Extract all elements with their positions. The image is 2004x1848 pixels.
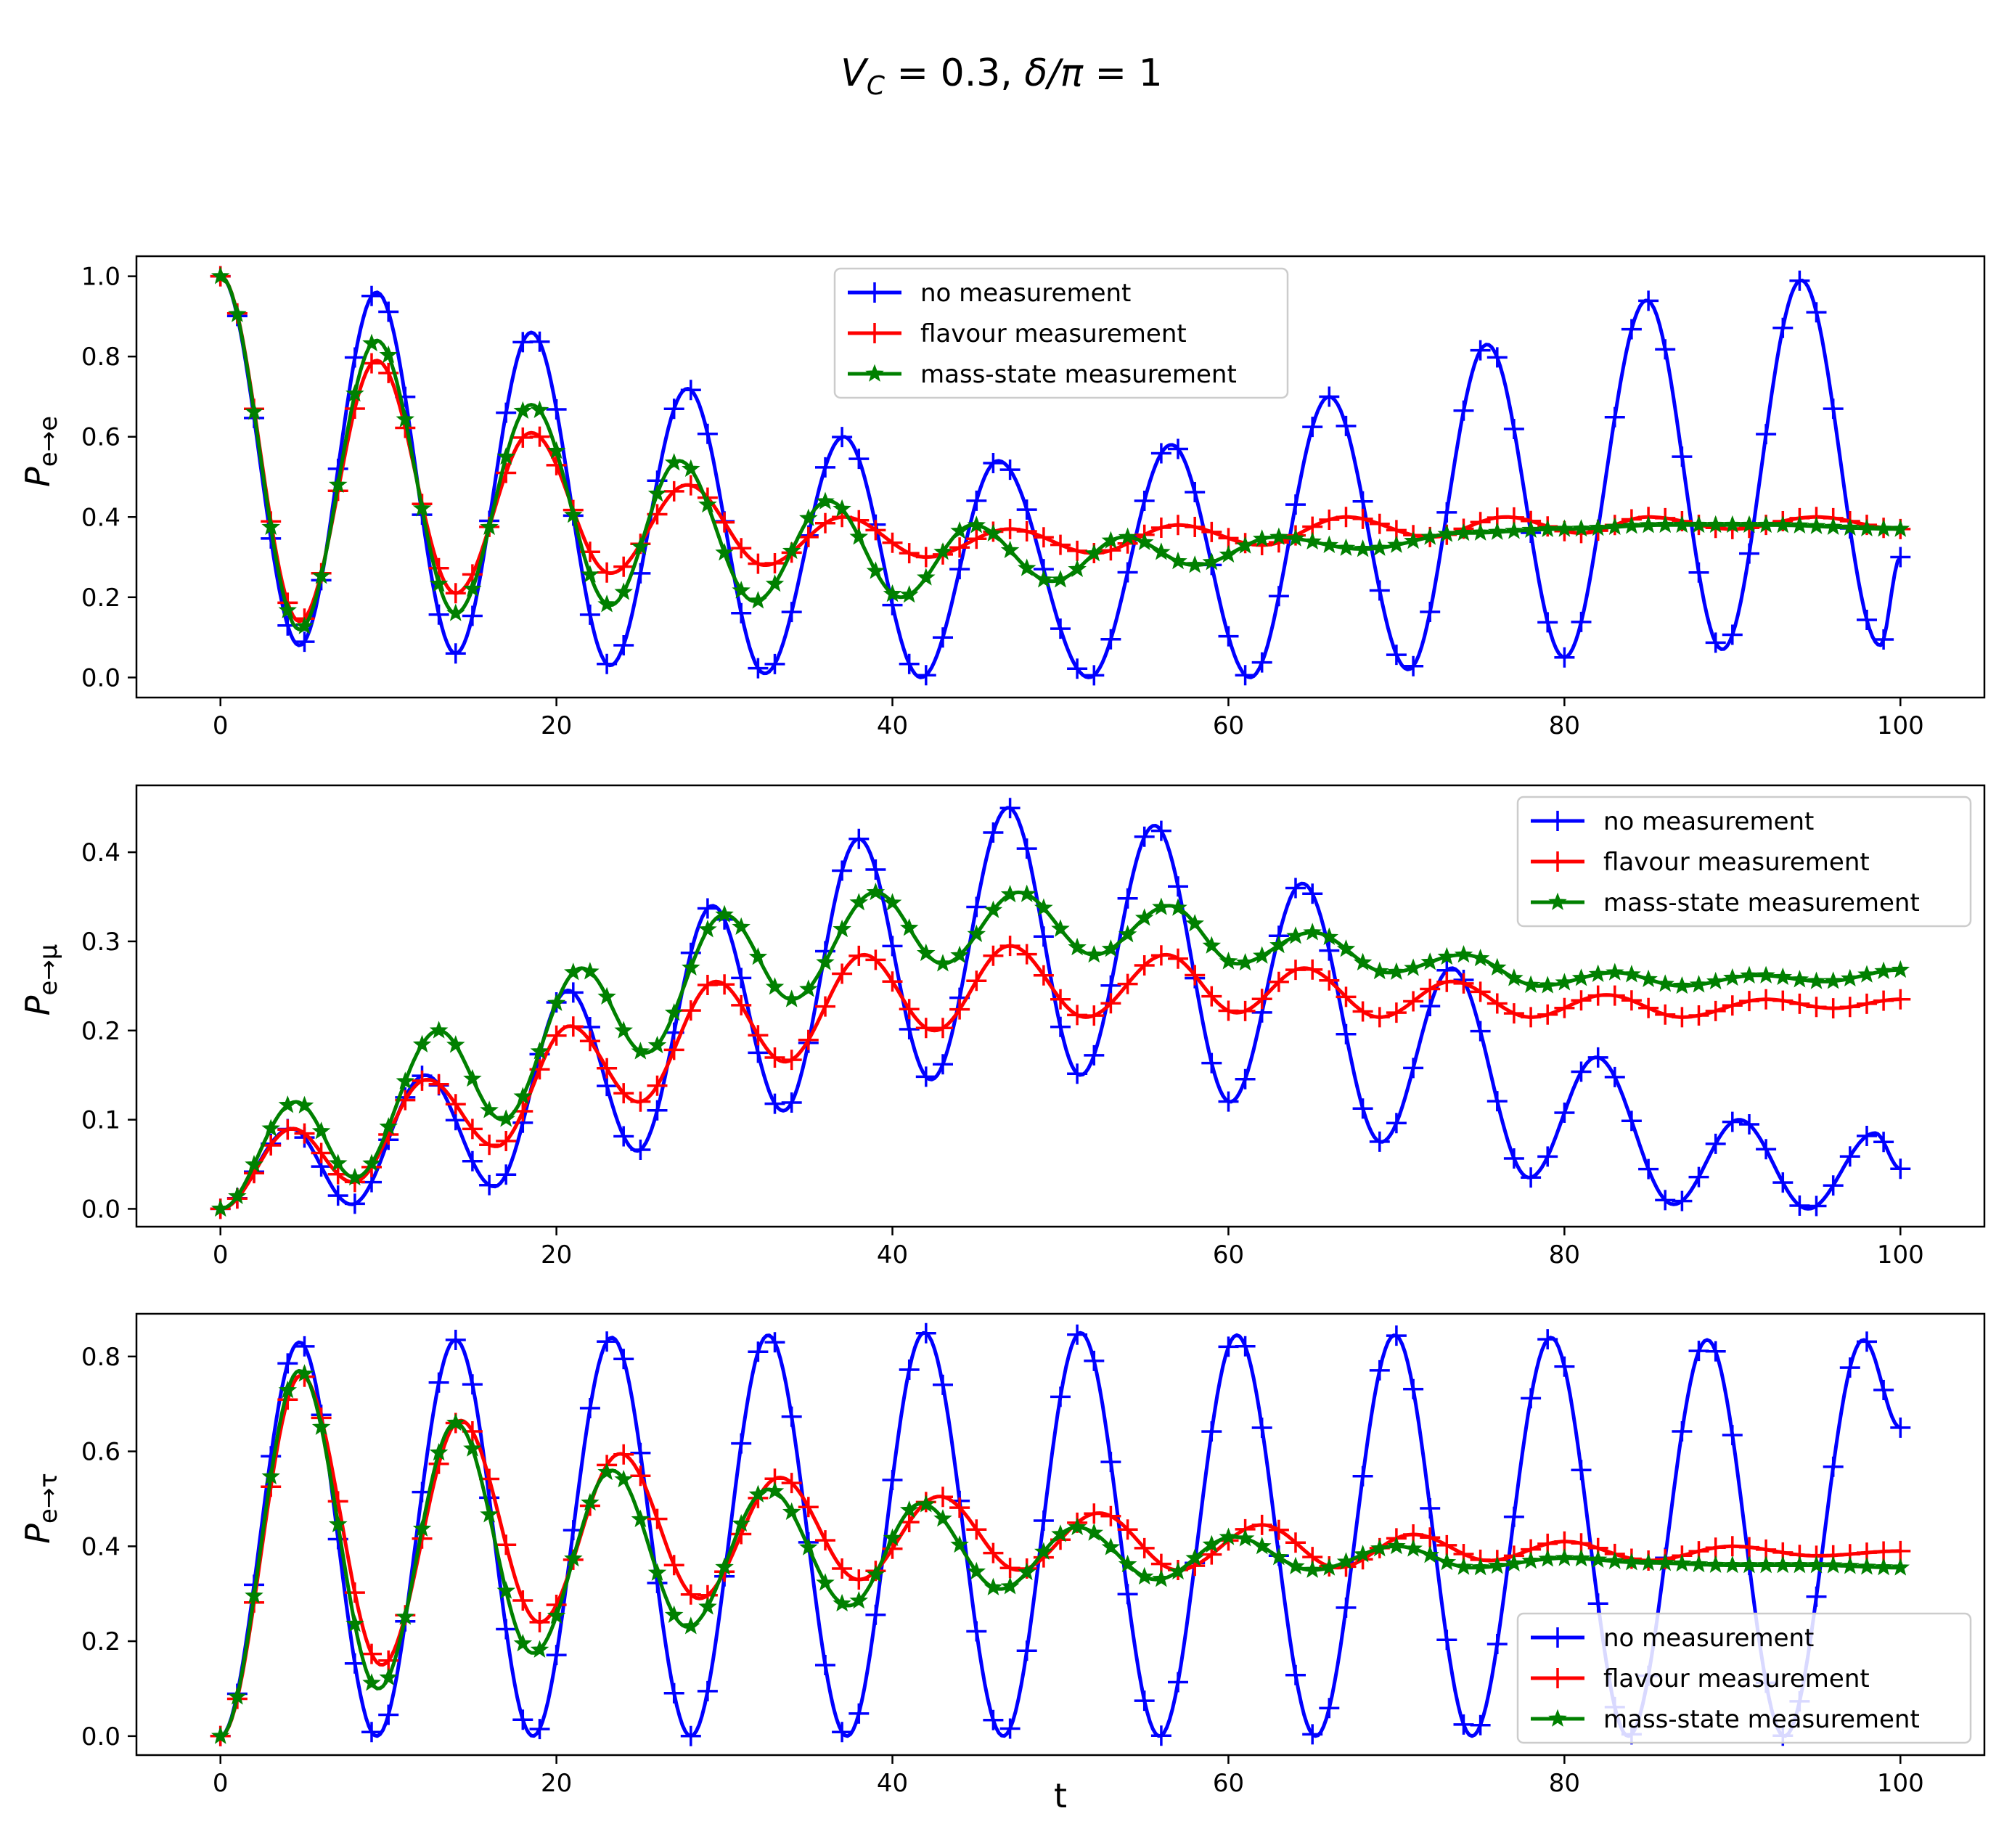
legend-plus-marker — [1547, 851, 1568, 872]
subplot-petau: 0 20 40 60 80 100 0.0 0.2 0.4 0.6 0.8 no measuremen… — [18, 1312, 1986, 1798]
y-tick-label: 0.1 — [81, 1106, 120, 1135]
x-tick-label: 60 — [1213, 1769, 1244, 1798]
plot-area-petau: 0 20 40 60 80 100 0.0 0.2 0.4 0.6 0.8 no measuremen… — [81, 1312, 1986, 1798]
legend-label: mass-state measurement — [920, 360, 1237, 389]
plot-area-pemu: 0 20 40 60 80 100 0.0 0.1 0.2 0.3 0.4 no measuremen… — [81, 784, 1986, 1270]
y-tick-label: 0.4 — [81, 503, 120, 532]
series-mass-state-measurement — [210, 1364, 1910, 1744]
x-tick-label: 0 — [213, 1769, 229, 1798]
axes-frame — [135, 255, 1986, 699]
legend-box — [1516, 796, 1972, 928]
title-delta-value: = 1 — [1083, 52, 1163, 95]
legend-plus-marker — [864, 282, 885, 303]
x-tick-label: 20 — [541, 711, 572, 740]
legend: no measurement flavour measurement mass-st… — [833, 267, 1289, 399]
legend-plus-marker — [1547, 1627, 1568, 1648]
title-delta-symbol: δ/π — [1024, 52, 1083, 95]
y-tick-label: 0.6 — [81, 423, 120, 452]
ylabel-petau-subscript: e→τ — [34, 1473, 63, 1524]
ylabel-pemu-symbol: P — [18, 995, 57, 1015]
y-tick-label: 0.2 — [81, 584, 120, 613]
y-tick-label: 0.2 — [81, 1017, 120, 1046]
subplot-pee: 0 20 40 60 80 100 0.0 0.2 0.4 0.6 0.8 1.0 no measure… — [18, 255, 1986, 740]
series-markers — [210, 882, 1910, 1217]
legend-label: flavour measurement — [1603, 848, 1870, 877]
legend-star-marker — [1548, 1709, 1567, 1727]
x-tick-label: 100 — [1877, 1769, 1924, 1798]
ylabel-petau: Pe→τ — [18, 1473, 63, 1544]
legend-label: flavour measurement — [1603, 1664, 1870, 1693]
x-tick-label: 0 — [213, 711, 229, 740]
y-tick-label: 0.2 — [81, 1627, 120, 1656]
legend: no measurement flavour measurement mass-st… — [1516, 796, 1972, 928]
y-tick-label: 0.6 — [81, 1438, 120, 1467]
subplot-pemu: 0 20 40 60 80 100 0.0 0.1 0.2 0.3 0.4 no measuremen… — [18, 784, 1986, 1270]
legend-label: mass-state measurement — [1603, 1705, 1920, 1734]
legend-plus-marker — [1547, 1668, 1568, 1688]
legend-star-marker — [1548, 892, 1567, 910]
x-tick-label: 0 — [213, 1240, 229, 1270]
legend-label: flavour measurement — [920, 319, 1187, 348]
x-tick-label: 60 — [1213, 1240, 1244, 1270]
series-markers — [210, 266, 1910, 634]
y-tick-label: 1.0 — [81, 263, 120, 292]
series-mass-state-measurement — [210, 882, 1910, 1217]
legend: no measurement flavour measurement mass-st… — [1516, 1612, 1972, 1744]
series-mass-state-measurement — [210, 266, 1910, 634]
title-vc-symbol: V — [841, 52, 869, 95]
y-tick-label: 0.3 — [81, 928, 120, 957]
x-tick-label: 80 — [1549, 1240, 1580, 1270]
legend-label: mass-state measurement — [1603, 888, 1920, 917]
y-tick-label: 0.0 — [81, 1722, 120, 1751]
axes-frame — [135, 1312, 1986, 1757]
legend-label: no measurement — [1603, 1624, 1814, 1653]
x-tick-label: 80 — [1549, 711, 1580, 740]
y-tick-label: 0.4 — [81, 838, 120, 867]
legend-plus-marker — [864, 323, 885, 343]
legend-box — [1516, 1612, 1972, 1744]
x-tick-label: 80 — [1549, 1769, 1580, 1798]
x-tick-label: 20 — [541, 1240, 572, 1270]
plot-area-pee: 0 20 40 60 80 100 0.0 0.2 0.4 0.6 0.8 1.0 no measure… — [81, 255, 1986, 740]
y-tick-label: 0.0 — [81, 663, 120, 692]
legend-box — [833, 267, 1289, 399]
x-tick-label: 40 — [877, 711, 908, 740]
title-vc-subscript: C — [867, 71, 886, 101]
y-tick-label: 0.8 — [81, 1343, 120, 1372]
legend-label: no measurement — [1603, 807, 1814, 836]
ylabel-pemu-subscript: e→μ — [34, 944, 63, 996]
axes-frame — [135, 784, 1986, 1228]
ylabel-pemu: Pe→μ — [18, 944, 63, 1016]
y-tick-label: 0.8 — [81, 343, 120, 372]
ylabel-pee-subscript: e→e — [34, 416, 63, 467]
x-tick-label: 100 — [1877, 1240, 1924, 1270]
y-tick-label: 0.4 — [81, 1532, 120, 1561]
ylabel-petau-symbol: P — [18, 1524, 57, 1544]
ylabel-pee: Pe→e — [18, 416, 63, 487]
x-tick-label: 40 — [877, 1240, 908, 1270]
x-tick-label: 100 — [1877, 711, 1924, 740]
x-tick-label: 20 — [541, 1769, 572, 1798]
legend-plus-marker — [1547, 811, 1568, 831]
ylabel-pee-symbol: P — [18, 467, 57, 487]
x-tick-label: 60 — [1213, 711, 1244, 740]
legend-star-marker — [865, 364, 884, 382]
x-tick-label: 40 — [877, 1769, 908, 1798]
series-markers — [210, 1364, 1910, 1744]
title-vc-value: = 0.3, — [885, 52, 1024, 95]
figure-title: VC = 0.3, δ/π = 1 — [841, 52, 1162, 101]
y-tick-label: 0.0 — [81, 1195, 120, 1224]
legend-label: no measurement — [920, 279, 1131, 308]
xlabel: t — [1054, 1776, 1067, 1815]
